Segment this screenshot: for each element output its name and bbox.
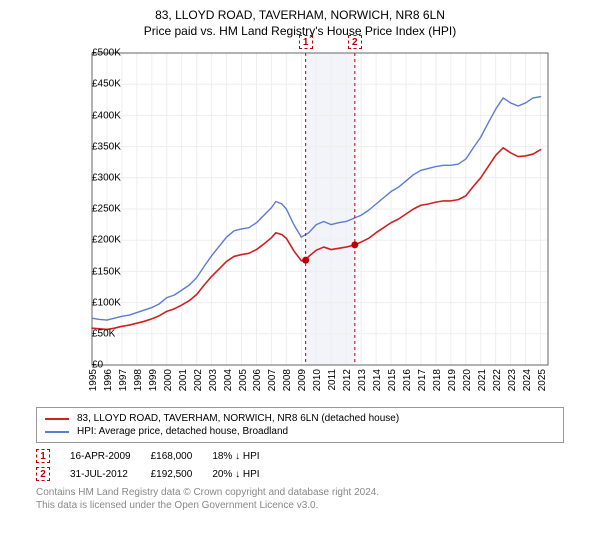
x-tick-label: 2012 [342, 369, 353, 391]
chart-marker: 2 [348, 35, 362, 49]
x-tick-label: 1998 [133, 369, 144, 391]
x-tick-label: 2015 [387, 369, 398, 391]
x-tick-label: 1996 [103, 369, 114, 391]
x-tick-label: 2023 [507, 369, 518, 391]
legend-row: HPI: Average price, detached house, Broa… [45, 425, 555, 438]
x-tick-label: 2004 [223, 369, 234, 391]
sale-delta: 18% ↓ HPI [212, 447, 279, 465]
footer-attribution: Contains HM Land Registry data © Crown c… [36, 487, 564, 512]
chart-marker: 1 [299, 35, 313, 49]
sale-delta: 20% ↓ HPI [212, 465, 279, 483]
x-tick-label: 2009 [297, 369, 308, 391]
x-tick-label: 2000 [163, 369, 174, 391]
x-tick-label: 2010 [312, 369, 323, 391]
x-tick-label: 1999 [148, 369, 159, 391]
legend-label: 83, LLOYD ROAD, TAVERHAM, NORWICH, NR8 6… [77, 413, 399, 424]
table-row: 2 31-JUL-2012£192,50020% ↓ HPI [36, 465, 280, 483]
legend-row: 83, LLOYD ROAD, TAVERHAM, NORWICH, NR8 6… [45, 412, 555, 425]
x-tick-label: 2008 [282, 369, 293, 391]
x-tick-label: 2001 [178, 369, 189, 391]
sale-price: £192,500 [151, 465, 213, 483]
legend-label: HPI: Average price, detached house, Broa… [77, 426, 288, 437]
x-tick-label: 2019 [447, 369, 458, 391]
page-title-line1: 83, LLOYD ROAD, TAVERHAM, NORWICH, NR8 6… [0, 8, 600, 24]
x-tick-label: 2022 [492, 369, 503, 391]
x-tick-label: 2006 [252, 369, 263, 391]
sales-table: 1 16-APR-2009£168,00018% ↓ HPI 2 31-JUL-201… [36, 447, 280, 483]
x-tick-label: 2021 [477, 369, 488, 391]
x-tick-label: 2014 [372, 369, 383, 391]
footer-line2: This data is licensed under the Open Gov… [36, 500, 318, 511]
sale-price: £168,000 [151, 447, 213, 465]
x-tick-label: 2011 [327, 369, 338, 391]
sale-marker: 2 [36, 467, 50, 481]
x-tick-label: 2013 [357, 369, 368, 391]
x-tick-label: 1995 [88, 369, 99, 391]
x-tick-label: 2002 [193, 369, 204, 391]
price-chart: £0£50K£100K£150K£200K£250K£300K£350K£400… [40, 43, 560, 403]
x-tick-label: 2017 [417, 369, 428, 391]
x-tick-label: 2025 [537, 369, 548, 391]
sale-date: 31-JUL-2012 [70, 465, 151, 483]
x-tick-label: 2020 [462, 369, 473, 391]
legend-box: 83, LLOYD ROAD, TAVERHAM, NORWICH, NR8 6… [36, 407, 564, 443]
x-tick-label: 1997 [118, 369, 129, 391]
legend-swatch [45, 431, 69, 433]
sale-marker: 1 [36, 449, 50, 463]
x-tick-label: 2024 [522, 369, 533, 391]
x-tick-label: 2016 [402, 369, 413, 391]
x-tick-label: 2003 [208, 369, 219, 391]
x-tick-label: 2018 [432, 369, 443, 391]
table-row: 1 16-APR-2009£168,00018% ↓ HPI [36, 447, 280, 465]
sale-date: 16-APR-2009 [70, 447, 151, 465]
footer-line1: Contains HM Land Registry data © Crown c… [36, 487, 379, 498]
x-tick-label: 2007 [267, 369, 278, 391]
x-tick-label: 2005 [238, 369, 249, 391]
legend-swatch [45, 418, 69, 420]
